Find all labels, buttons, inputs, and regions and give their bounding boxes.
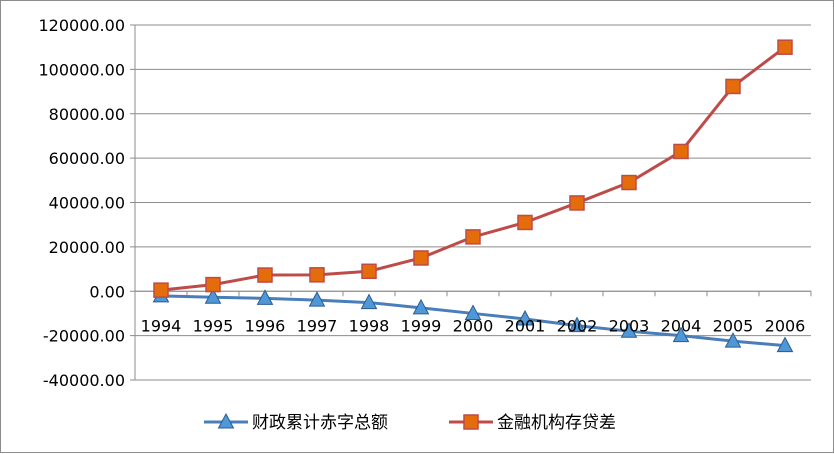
axes bbox=[130, 24, 812, 381]
data-point-triangle bbox=[516, 309, 534, 326]
x-tick-label: 2001 bbox=[505, 316, 546, 335]
data-point-triangle bbox=[308, 291, 326, 307]
data-point-triangle bbox=[360, 293, 378, 310]
y-tick-label: 0.00 bbox=[89, 282, 125, 301]
data-point-square bbox=[673, 143, 689, 160]
y-tick-label: 100000.00 bbox=[38, 60, 125, 79]
data-point-square bbox=[413, 250, 429, 266]
x-tick-label: 1998 bbox=[349, 316, 390, 335]
data-point-triangle bbox=[464, 304, 482, 320]
data-point-triangle bbox=[620, 322, 638, 338]
x-tick-label: 1999 bbox=[401, 316, 442, 335]
series-line bbox=[160, 45, 786, 292]
series-2 bbox=[153, 39, 793, 298]
data-point-triangle bbox=[672, 326, 690, 343]
data-point-square bbox=[621, 174, 637, 191]
legend-item-2: 金融机构存贷差 bbox=[449, 413, 616, 433]
data-point-square bbox=[257, 267, 273, 283]
x-tick-label: 1997 bbox=[297, 316, 338, 335]
series-1 bbox=[152, 286, 794, 353]
y-tick-label: 60000.00 bbox=[49, 149, 125, 168]
legend-item-1: 财政累计赤字总额 bbox=[204, 412, 388, 433]
x-tick-labels: 1994 1995 1996 1997 1998 1999 2000 2001 2002 2003… bbox=[141, 316, 806, 335]
y-tick-labels: -40000.00 -20000.00 0.00 20000.00 40000.00 60… bbox=[38, 16, 125, 390]
data-point-square bbox=[465, 229, 481, 245]
legend-label: 财政累计赤字总额 bbox=[252, 413, 388, 433]
data-point-triangle bbox=[724, 332, 742, 348]
x-tick-label: 2005 bbox=[713, 316, 754, 335]
y-tick-label: 120000.00 bbox=[38, 16, 125, 35]
data-point-square bbox=[725, 78, 741, 95]
x-tick-label: 1994 bbox=[141, 316, 182, 335]
data-point-triangle bbox=[204, 288, 222, 304]
data-point-triangle bbox=[412, 298, 430, 315]
x-tick-label: 1995 bbox=[193, 316, 234, 335]
x-tick-label: 2000 bbox=[453, 316, 494, 335]
data-point-square bbox=[517, 214, 533, 231]
data-point-square bbox=[309, 267, 325, 283]
data-point-triangle bbox=[568, 316, 586, 333]
data-point-square bbox=[153, 282, 169, 298]
legend: 财政累计赤字总额 金融机构存贷差 bbox=[204, 412, 616, 433]
y-tick-label: -40000.00 bbox=[43, 371, 125, 390]
data-point-triangle bbox=[256, 289, 274, 305]
x-tick-label: 2004 bbox=[661, 316, 702, 335]
x-tick-label: 2006 bbox=[765, 316, 806, 335]
y-tick-label: 80000.00 bbox=[49, 105, 125, 124]
x-tick-label: 2003 bbox=[609, 316, 650, 335]
data-point-square bbox=[569, 195, 585, 211]
data-point-square bbox=[205, 276, 221, 293]
legend-triangle-marker bbox=[217, 412, 235, 429]
y-tick-label: 40000.00 bbox=[49, 194, 125, 213]
legend-square-marker bbox=[463, 414, 479, 430]
x-tick-label: 1996 bbox=[245, 316, 286, 335]
y-tick-label: 20000.00 bbox=[49, 238, 125, 257]
data-point-square bbox=[777, 39, 793, 55]
data-point-triangle bbox=[776, 336, 794, 353]
x-tick-label: 2002 bbox=[557, 316, 598, 335]
data-point-square bbox=[361, 263, 377, 280]
series-lines bbox=[152, 39, 794, 353]
y-tick-label: -20000.00 bbox=[43, 327, 125, 346]
legend-label: 金融机构存贷差 bbox=[497, 413, 616, 433]
